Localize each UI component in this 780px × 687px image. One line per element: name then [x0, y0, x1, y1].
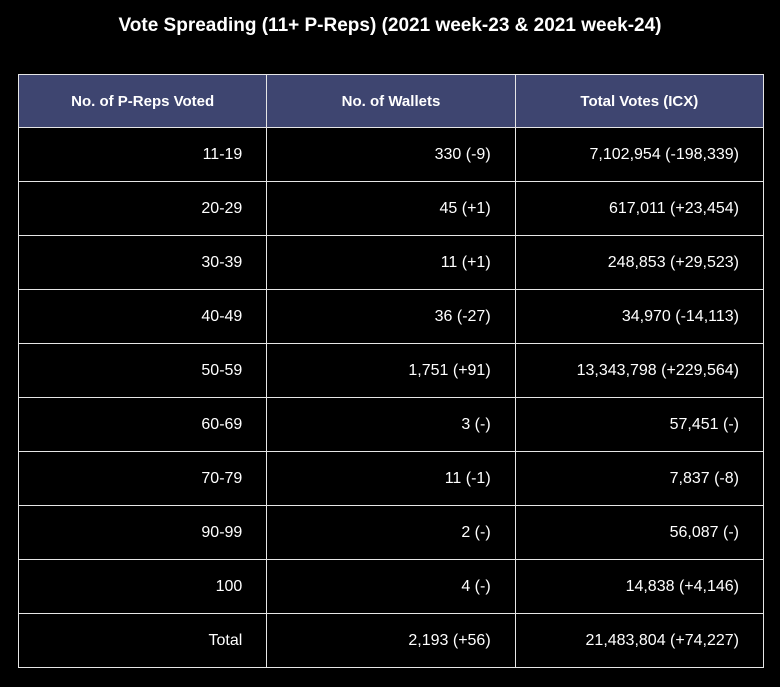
column-header-total-votes: Total Votes (ICX) [514, 74, 764, 128]
cell-wallets: 11 (+1) [266, 235, 516, 290]
cell-preps-voted: 40-49 [17, 289, 268, 344]
cell-wallets: 45 (+1) [266, 181, 516, 236]
table-row: 90-99 2 (-) 56,087 (-) [17, 505, 764, 560]
cell-total-votes: 21,483,804 (+74,227) [514, 613, 764, 668]
cell-wallets: 4 (-) [266, 559, 516, 614]
table-row: 30-39 11 (+1) 248,853 (+29,523) [17, 235, 764, 290]
table-row: 60-69 3 (-) 57,451 (-) [17, 397, 764, 452]
table-header-row: No. of P-Reps Voted No. of Wallets Total… [17, 74, 764, 128]
cell-total-votes: 617,011 (+23,454) [514, 181, 764, 236]
vote-spreading-table: No. of P-Reps Voted No. of Wallets Total… [17, 74, 764, 668]
table-row: Total 2,193 (+56) 21,483,804 (+74,227) [17, 613, 764, 668]
cell-total-votes: 248,853 (+29,523) [514, 235, 764, 290]
cell-total-votes: 13,343,798 (+229,564) [514, 343, 764, 398]
cell-preps-voted: 90-99 [17, 505, 268, 560]
table-row: 20-29 45 (+1) 617,011 (+23,454) [17, 181, 764, 236]
cell-total-votes: 7,837 (-8) [514, 451, 764, 506]
cell-wallets: 3 (-) [266, 397, 516, 452]
chart-title: Vote Spreading (11+ P-Reps) (2021 week-2… [118, 15, 662, 36]
cell-preps-voted: Total [17, 613, 268, 668]
cell-wallets: 330 (-9) [266, 127, 516, 182]
cell-total-votes: 56,087 (-) [514, 505, 764, 560]
cell-preps-voted: 11-19 [17, 127, 268, 182]
cell-total-votes: 57,451 (-) [514, 397, 764, 452]
table-row: 11-19 330 (-9) 7,102,954 (-198,339) [17, 127, 764, 182]
table-row: 100 4 (-) 14,838 (+4,146) [17, 559, 764, 614]
cell-wallets: 36 (-27) [266, 289, 516, 344]
cell-total-votes: 7,102,954 (-198,339) [514, 127, 764, 182]
cell-wallets: 2,193 (+56) [266, 613, 516, 668]
cell-wallets: 2 (-) [266, 505, 516, 560]
table-row: 70-79 11 (-1) 7,837 (-8) [17, 451, 764, 506]
cell-preps-voted: 100 [17, 559, 268, 614]
cell-preps-voted: 30-39 [17, 235, 268, 290]
cell-total-votes: 14,838 (+4,146) [514, 559, 764, 614]
cell-preps-voted: 20-29 [17, 181, 268, 236]
cell-preps-voted: 70-79 [17, 451, 268, 506]
column-header-wallets: No. of Wallets [266, 74, 516, 128]
cell-wallets: 11 (-1) [266, 451, 516, 506]
cell-preps-voted: 50-59 [17, 343, 268, 398]
cell-total-votes: 34,970 (-14,113) [514, 289, 764, 344]
table-row: 50-59 1,751 (+91) 13,343,798 (+229,564) [17, 343, 764, 398]
column-header-preps-voted: No. of P-Reps Voted [17, 74, 268, 128]
table-row: 40-49 36 (-27) 34,970 (-14,113) [17, 289, 764, 344]
cell-wallets: 1,751 (+91) [266, 343, 516, 398]
cell-preps-voted: 60-69 [17, 397, 268, 452]
table-body: 11-19 330 (-9) 7,102,954 (-198,339) 20-29 45… [17, 127, 764, 668]
